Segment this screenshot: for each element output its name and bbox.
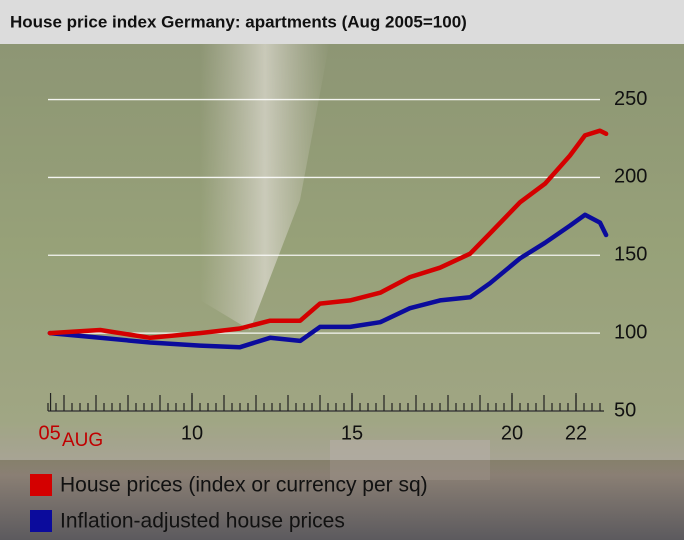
x-tick-label: 20 [501, 422, 523, 444]
x-tick-label: 22 [565, 422, 587, 444]
legend-label: House prices (index or currency per sq) [60, 474, 428, 497]
x-tick-label: 05 [39, 422, 61, 444]
legend-swatch [30, 474, 52, 496]
chart: House price index Germany: apartments (A… [0, 0, 684, 540]
y-tick-label: 200 [614, 166, 647, 188]
y-tick-label: 50 [614, 399, 636, 421]
legend-swatch [30, 510, 52, 532]
x-tick-note: AUG [62, 430, 103, 451]
legend-label: Inflation-adjusted house prices [60, 510, 345, 533]
y-tick-label: 250 [614, 88, 647, 110]
plot-veil [0, 40, 684, 460]
chart-title: House price index Germany: apartments (A… [10, 12, 467, 31]
x-tick-label: 15 [341, 422, 363, 444]
y-tick-label: 150 [614, 244, 647, 266]
chart-card: House price index Germany: apartments (A… [0, 0, 684, 540]
y-tick-label: 100 [614, 321, 647, 343]
x-tick-label: 10 [181, 422, 203, 444]
